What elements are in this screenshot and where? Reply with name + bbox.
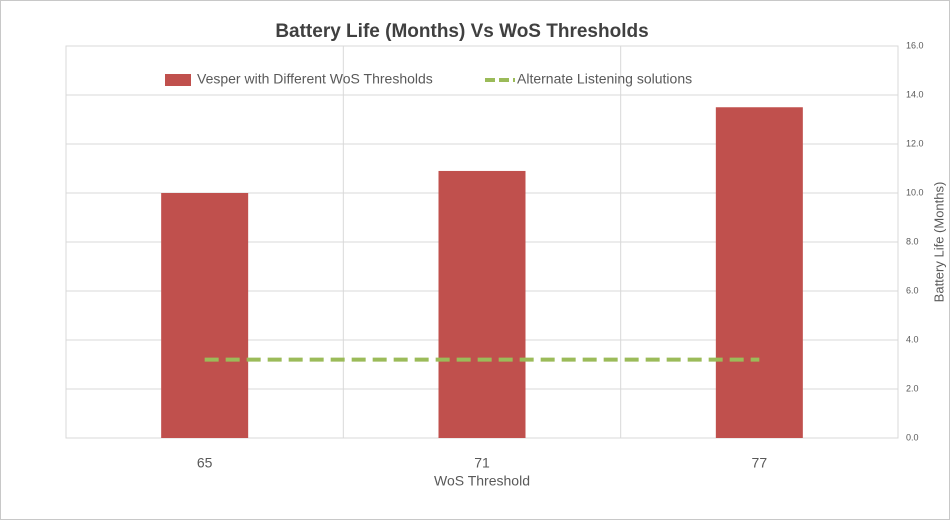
x-tick-label: 71 [474,455,490,471]
bar [438,170,526,438]
y-tick-label: 12.0 [906,138,924,148]
bar [161,193,249,438]
legend-swatch [165,74,191,86]
legend-label: Alternate Listening solutions [517,71,692,87]
y-tick-label: 10.0 [906,187,924,197]
chart-title: Battery Life (Months) Vs WoS Thresholds [275,21,648,42]
x-axis-title: WoS Threshold [434,473,530,489]
y-axis-title: Battery Life (Months) [931,182,946,303]
y-tick-label: 14.0 [906,89,924,99]
y-tick-label: 6.0 [906,285,919,295]
y-tick-label: 2.0 [906,383,919,393]
y-tick-label: 8.0 [906,236,919,246]
x-tick-label: 77 [752,455,768,471]
y-tick-label: 16.0 [906,40,924,50]
x-tick-label: 65 [197,455,213,471]
y-tick-label: 0.0 [906,432,919,442]
legend-label: Vesper with Different WoS Thresholds [197,71,433,87]
bar [715,107,803,438]
y-tick-label: 4.0 [906,334,919,344]
